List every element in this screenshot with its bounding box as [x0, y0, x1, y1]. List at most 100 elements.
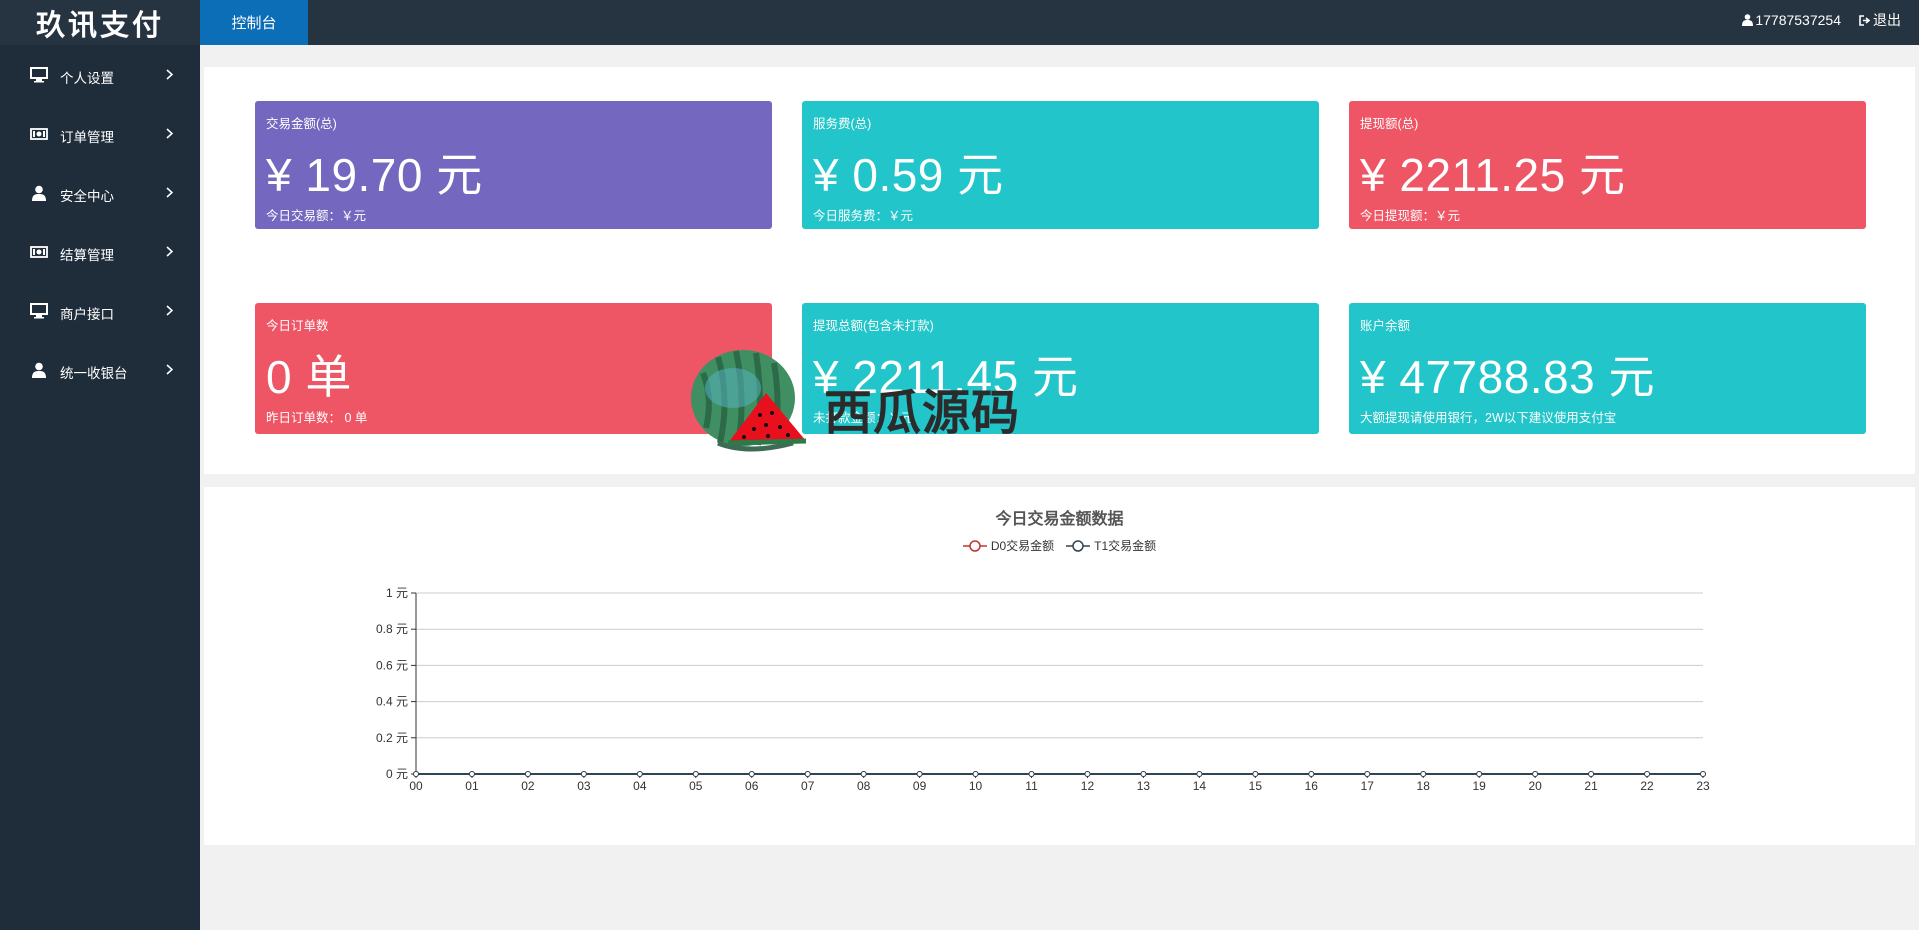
- card-sub: 今日提现额：￥元: [1360, 209, 1461, 223]
- watermark-text: 西瓜源码: [824, 385, 1021, 441]
- series-point-1: [468, 771, 475, 777]
- x-tick-label: 07: [801, 779, 815, 793]
- card-today-orders: 今日订单数 0 单 昨日订单数： 0 单: [255, 303, 772, 434]
- card-title: 交易金额(总): [266, 117, 337, 131]
- sidebar-item-label: 统一收银台: [60, 366, 128, 381]
- series-point-1: [1252, 771, 1259, 777]
- line-chart: 0 元 0.2 元 0.4 元 0.6 元 0.8 元 1 元 00 01 02 03 04 05 06…: [376, 586, 1710, 793]
- sidebar-item-label: 商户接口: [60, 307, 114, 322]
- series-point-1: [1644, 771, 1651, 777]
- card-value: ¥ 2211.45 元: [813, 351, 1079, 403]
- user-menu[interactable]: 17787537254: [1742, 12, 1841, 28]
- x-tick-label: 23: [1696, 779, 1710, 793]
- sidebar-item-orders[interactable]: 订单管理: [0, 114, 200, 154]
- card-sub: 今日交易额：￥元: [266, 209, 367, 223]
- watermelon-icon: [691, 350, 807, 452]
- card-title: 今日订单数: [266, 319, 329, 333]
- monitor-icon: [30, 67, 48, 83]
- series-point-1: [692, 771, 699, 777]
- chart-panel: 今日交易金额数据 D0交易金额 T1交易金额 0 元 0.2 元 0.4 元 0.6 …: [204, 487, 1915, 845]
- series-point-1: [1420, 771, 1427, 777]
- chevron-right-icon: [166, 246, 173, 257]
- legend-marker-d0: [962, 539, 987, 552]
- series-point-1: [972, 771, 979, 777]
- series-point-1: [636, 771, 643, 777]
- series-point-1: [524, 771, 531, 777]
- user-icon: [32, 185, 46, 201]
- series-point-1: [580, 771, 587, 777]
- series-point-1: [1140, 771, 1147, 777]
- card-sub: 今日服务费：￥元: [813, 209, 914, 223]
- series-point-1: [1700, 771, 1706, 777]
- top-bar: 玖讯支付 控制台 17787537254 退出: [0, 0, 1919, 45]
- chevron-right-icon: [166, 364, 173, 375]
- sidebar-item-label: 结算管理: [60, 248, 114, 263]
- y-tick-label: 0.8 元: [376, 622, 408, 636]
- x-tick-label: 09: [913, 779, 927, 793]
- sidebar-item-label: 安全中心: [60, 189, 114, 204]
- series-point-1: [860, 771, 867, 777]
- card-value: ¥ 0.59 元: [813, 149, 1004, 201]
- card-value: ¥ 2211.25 元: [1360, 149, 1626, 201]
- sidebar-item-security[interactable]: 安全中心: [0, 173, 200, 213]
- x-tick-label: 19: [1472, 779, 1486, 793]
- chevron-right-icon: [166, 305, 173, 316]
- legend-label: D0交易金额: [990, 539, 1055, 553]
- card-sub: 昨日服务费：￥元: [813, 237, 914, 251]
- x-tick-label: 08: [857, 779, 871, 793]
- sidebar-item-label: 订单管理: [60, 130, 114, 145]
- sidebar-item-cashier[interactable]: 统一收银台: [0, 350, 200, 390]
- series-point-1: [1084, 771, 1091, 777]
- series-point-1: [1028, 771, 1035, 777]
- money-icon: [30, 128, 48, 140]
- card-total-transactions: 交易金额(总) ¥ 19.70 元 今日交易额：￥元 昨日交易额：￥元: [255, 101, 772, 251]
- x-tick-label: 20: [1528, 779, 1542, 793]
- x-tick-label: 10: [969, 779, 983, 793]
- card-withdrawals: 提现额(总) ¥ 2211.25 元 今日提现额：￥元 昨日提现额：￥元: [1349, 101, 1866, 251]
- x-tick-label: 03: [577, 779, 591, 793]
- sidebar: 个人设置 订单管理 安全中心 结算管理 商户接口 统一收银台: [0, 45, 200, 930]
- card-sub: 昨日交易额：￥元: [266, 237, 367, 251]
- x-tick-label: 02: [521, 779, 535, 793]
- card-title: 提现额(总): [1360, 117, 1419, 131]
- sidebar-item-personal-settings[interactable]: 个人设置: [0, 55, 200, 95]
- series-point-1: [1364, 771, 1371, 777]
- sidebar-item-label: 个人设置: [60, 71, 114, 86]
- x-tick-label: 12: [1081, 779, 1095, 793]
- x-tick-label: 06: [745, 779, 759, 793]
- x-tick-label: 14: [1193, 779, 1207, 793]
- legend-item-t1[interactable]: T1交易金额: [1066, 537, 1156, 554]
- x-tick-label: 04: [633, 779, 647, 793]
- chevron-right-icon: [166, 128, 173, 139]
- series-point-1: [804, 771, 811, 777]
- chevron-right-icon: [166, 187, 173, 198]
- x-tick-label: 18: [1417, 779, 1431, 793]
- x-tick-label: 16: [1305, 779, 1319, 793]
- series-point-1: [1196, 771, 1203, 777]
- series-point-1: [1476, 771, 1483, 777]
- legend-label: T1交易金额: [1094, 539, 1157, 553]
- monitor-icon: [30, 303, 48, 319]
- y-tick-label: 0.4 元: [376, 695, 408, 709]
- series-point-1: [413, 771, 419, 777]
- user-phone: 17787537254: [1755, 12, 1841, 28]
- x-tick-label: 11: [1025, 779, 1038, 793]
- series-point-1: [1588, 771, 1595, 777]
- sidebar-item-settlement[interactable]: 结算管理: [0, 232, 200, 272]
- app-logo: 玖讯支付: [35, 7, 164, 42]
- x-tick-label: 05: [689, 779, 703, 793]
- x-tick-label: 01: [465, 779, 479, 793]
- chart-legend: D0交易金额 T1交易金额: [204, 537, 1915, 554]
- card-sub: 昨日订单数： 0 单: [266, 411, 368, 425]
- card-total-withdrawals: 提现总额(包含未打款) ¥ 2211.45 元 未打款金额：￥元: [802, 303, 1319, 434]
- x-tick-label: 22: [1640, 779, 1654, 793]
- top-right-menu: 17787537254 退出: [1742, 0, 1901, 40]
- card-sub: 大额提现请使用银行，2W以下建议使用支付宝: [1360, 411, 1617, 425]
- card-account-balance: 账户余额 ¥ 47788.83 元 大额提现请使用银行，2W以下建议使用支付宝: [1349, 303, 1866, 434]
- tab-dashboard[interactable]: 控制台: [200, 0, 308, 45]
- sidebar-item-merchant-api[interactable]: 商户接口: [0, 291, 200, 331]
- legend-marker-t1: [1066, 539, 1091, 552]
- legend-item-d0[interactable]: D0交易金额: [962, 537, 1055, 554]
- x-tick-label: 00: [409, 779, 423, 793]
- logout-button[interactable]: 退出: [1859, 10, 1901, 30]
